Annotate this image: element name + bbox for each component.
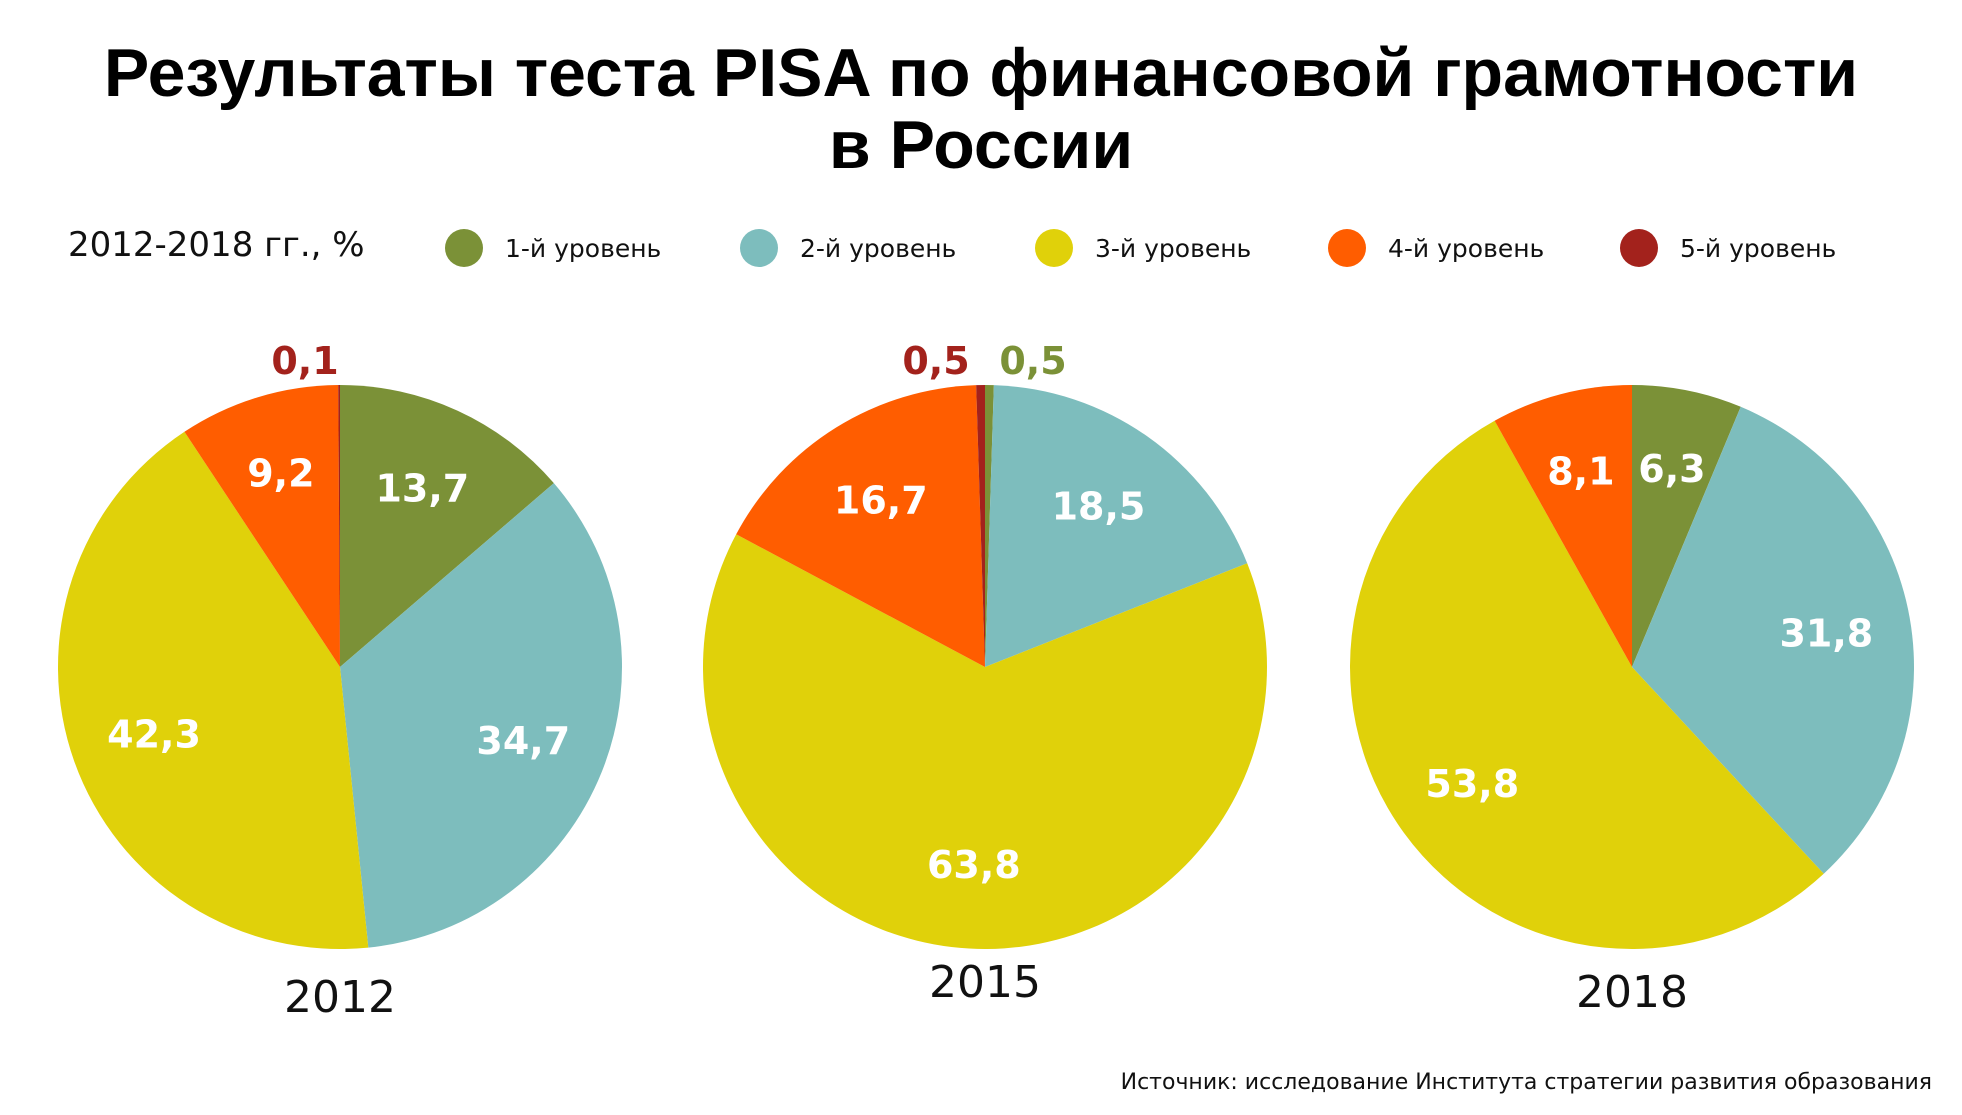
pie-2015-label-4: 16,7 [834,478,928,522]
legend-item-level2: 2-й уровень [740,228,956,268]
pie-2012-slice-5 [338,385,340,667]
legend-item-level4: 4-й уровень [1328,228,1544,268]
pie-2012-label-1: 13,7 [375,467,469,511]
pie-2015-slice-5 [976,385,985,667]
pie-2015-label-5: 0,5 [902,339,969,383]
pie-2015-slice-2 [985,385,1248,667]
pie-2018-label-4: 8,1 [1547,449,1614,493]
pie-2012-slice-4 [184,385,340,667]
chart-title-line2: в России [828,107,1134,183]
pie-2018-year-label: 2018 [1576,967,1688,1018]
pie-2012-label-2: 34,7 [476,719,570,763]
legend-label-level1: 1-й уровень [505,233,662,263]
pie-2018-label-2: 31,8 [1779,611,1873,655]
pie-2012-slice-3 [58,431,369,949]
pie-2012-slice-1 [340,385,554,667]
pie-2018-label-1: 6,3 [1638,447,1705,491]
pie-2018-slice-1 [1632,385,1741,667]
legend-item-level3: 3-й уровень [1035,228,1251,268]
legend-swatch-level2 [740,229,778,267]
legend-swatch-level1 [445,229,483,267]
pie-2015-slice-3 [703,534,1267,949]
pie-2018-slice-3 [1349,420,1824,949]
chart-subtitle: 2012-2018 гг., % [68,225,365,265]
legend-item-level1: 1-й уровень [445,228,661,268]
legend-swatch-level4 [1328,229,1366,267]
pie-2015-year-label: 2015 [929,957,1041,1008]
legend-swatch-level3 [1035,229,1073,267]
legend-item-level5: 5-й уровень [1620,228,1836,268]
pie-2018-slice-2 [1632,406,1914,874]
pie-2012-label-5: 0,1 [271,339,338,383]
pie-2018-label-3: 53,8 [1425,762,1519,806]
pie-2015-slice-1 [985,385,994,667]
pie-2012-label-4: 9,2 [247,452,314,496]
chart-title: Результаты теста PISA по финансовой грам… [103,35,1859,111]
pie-2015-label-3: 63,8 [927,843,1021,887]
pie-2015-slice-4 [736,385,985,667]
source-note: Источник: исследование Института стратег… [1120,1070,1932,1095]
pie-2012-year-label: 2012 [284,972,396,1023]
legend-label-level5: 5-й уровень [1680,233,1837,263]
pie-2015-label-1: 0,5 [999,339,1066,383]
legend-label-level4: 4-й уровень [1388,233,1545,263]
pie-2012-slice-2 [340,483,622,948]
legend-label-level2: 2-й уровень [800,233,957,263]
pie-2018-slice-4 [1494,385,1632,667]
legend-label-level3: 3-й уровень [1095,233,1252,263]
pie-2012-label-3: 42,3 [107,712,201,756]
pie-2015-label-2: 18,5 [1052,484,1146,528]
legend-swatch-level5 [1620,229,1658,267]
